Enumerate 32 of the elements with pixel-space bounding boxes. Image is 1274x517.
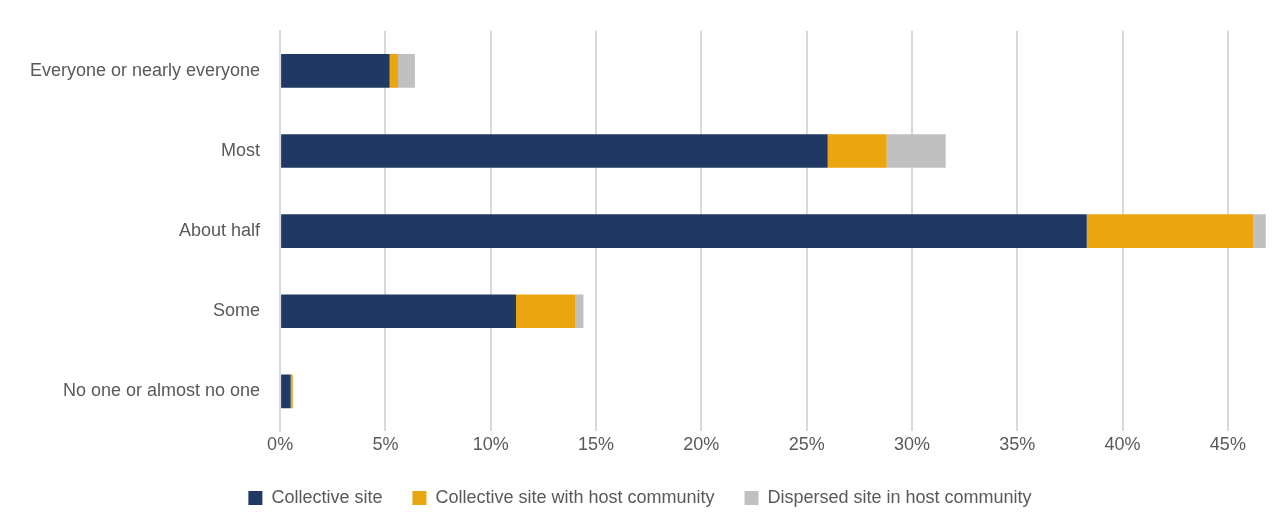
x-tick-label: 25% <box>788 434 825 455</box>
y-tick-label: Everyone or nearly everyone <box>30 59 261 80</box>
legend-label: Dispersed site in host community <box>767 486 1032 507</box>
legend-label: Collective site with host community <box>435 486 715 507</box>
bar <box>1086 214 1254 248</box>
x-tick-label: 30% <box>893 434 930 455</box>
bar <box>281 214 1087 248</box>
bar <box>281 134 828 168</box>
x-tick-label: 15% <box>578 434 615 455</box>
bar <box>516 294 575 329</box>
x-tick-label: 40% <box>1104 434 1141 455</box>
bar <box>281 54 390 88</box>
x-tick-label: 0% <box>267 434 294 455</box>
bar <box>886 134 946 168</box>
x-tick-label: 20% <box>683 434 720 455</box>
y-tick-label: Some <box>213 300 261 321</box>
bar <box>281 374 291 409</box>
bar <box>398 54 415 88</box>
bar <box>827 134 887 168</box>
bar <box>389 54 399 88</box>
x-tick-label: 45% <box>1209 434 1246 455</box>
bar <box>574 294 584 329</box>
bar <box>290 374 293 409</box>
y-tick-label: No one or almost no one <box>63 380 261 401</box>
legend-label: Collective site <box>271 486 383 507</box>
bar <box>281 294 517 329</box>
y-tick-label: Most <box>221 139 261 160</box>
x-tick-label: 35% <box>999 434 1036 455</box>
x-tick-label: 10% <box>472 434 509 455</box>
bar <box>1253 214 1266 248</box>
y-tick-label: About half <box>179 220 262 241</box>
x-tick-label: 5% <box>372 434 399 455</box>
